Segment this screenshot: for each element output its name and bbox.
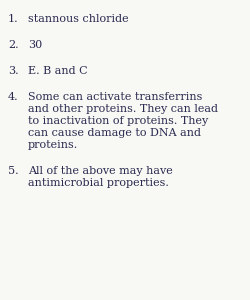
Text: antimicrobial properties.: antimicrobial properties.: [28, 178, 169, 188]
Text: 5.: 5.: [8, 166, 18, 176]
Text: 1.: 1.: [8, 14, 18, 24]
Text: proteins.: proteins.: [28, 140, 78, 150]
Text: 30: 30: [28, 40, 42, 50]
Text: E. B and C: E. B and C: [28, 66, 88, 76]
Text: and other proteins. They can lead: and other proteins. They can lead: [28, 104, 218, 114]
Text: 4.: 4.: [8, 92, 18, 102]
Text: All of the above may have: All of the above may have: [28, 166, 173, 176]
Text: to inactivation of proteins. They: to inactivation of proteins. They: [28, 116, 208, 126]
Text: stannous chloride: stannous chloride: [28, 14, 128, 24]
Text: Some can activate transferrins: Some can activate transferrins: [28, 92, 203, 102]
Text: can cause damage to DNA and: can cause damage to DNA and: [28, 128, 201, 138]
Text: 2.: 2.: [8, 40, 18, 50]
Text: 3.: 3.: [8, 66, 18, 76]
